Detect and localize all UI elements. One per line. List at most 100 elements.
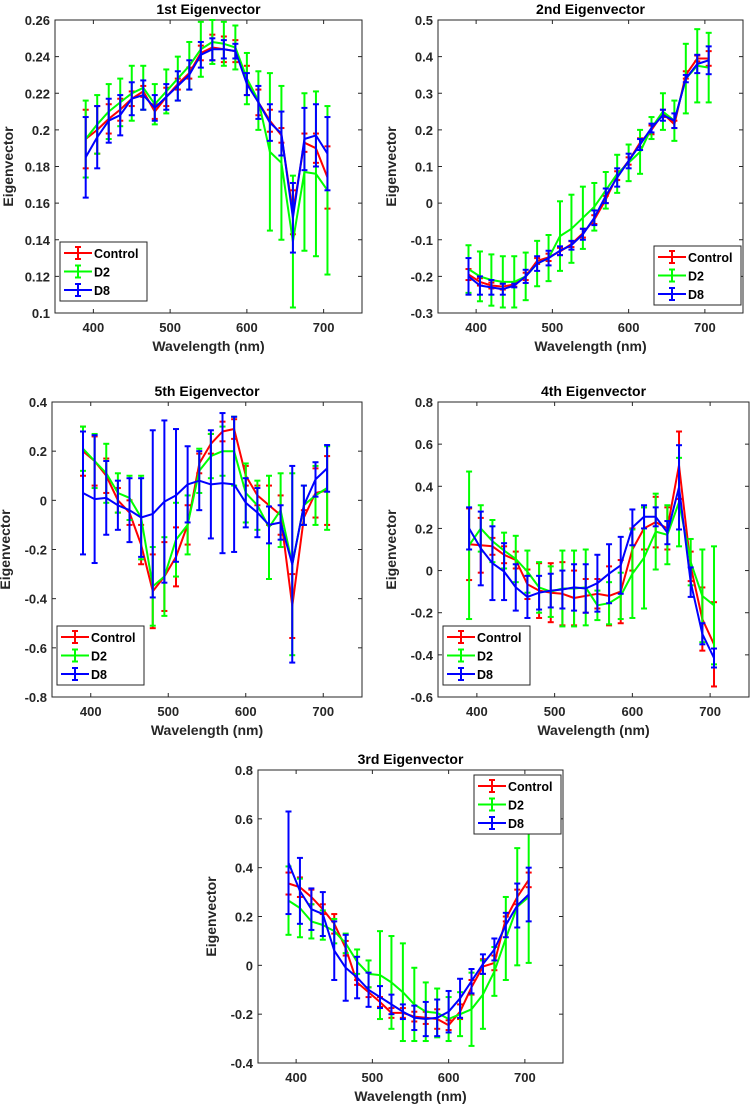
y-tick-label: -0.2	[411, 269, 433, 284]
chart-title: 1st Eigenvector	[156, 1, 261, 17]
y-tick-label: 0.1	[32, 306, 50, 321]
series-line	[82, 428, 328, 607]
y-tick-label: 0.4	[29, 395, 48, 410]
series-d8	[82, 37, 331, 254]
y-tick-label: 0.4	[415, 50, 434, 65]
x-tick-label: 600	[438, 1070, 460, 1085]
legend-entry-d8: D8	[61, 667, 107, 682]
x-tick-label: 500	[159, 320, 181, 335]
legend: Control D2 D8	[442, 625, 531, 686]
series-d8	[80, 412, 331, 664]
legend-label: D2	[94, 266, 110, 280]
y-tick-label: 0.4	[415, 479, 434, 494]
x-tick-label: 400	[466, 704, 488, 719]
chart-title: 4th Eigenvector	[541, 383, 647, 399]
x-axis-label: Wavelength (nm)	[152, 338, 264, 354]
y-tick-label: -0.8	[25, 690, 47, 705]
legend: Control D2 D8	[473, 774, 562, 835]
y-tick-label: 0	[426, 196, 433, 211]
y-tick-label: -0.3	[411, 306, 433, 321]
series-line	[467, 64, 709, 283]
x-tick-label: 400	[465, 320, 487, 335]
x-axis-label: Wavelength (nm)	[354, 1088, 466, 1104]
y-tick-label: 0.8	[235, 763, 253, 778]
y-axis-label: Eigenvector	[0, 509, 13, 590]
y-tick-label: 0.26	[25, 13, 50, 28]
subplot-2: 400 500 600 700 -0.3 -0.2 -0.1 0 0.1 0.2 0.3 0.4 0.5…	[383, 1, 744, 354]
subplot-5: 400 500 600 700 -0.4 -0.2 0 0.2 0.4 0.6 0.8 3rd Eig…	[203, 751, 564, 1104]
y-tick-label: 0.8	[415, 395, 433, 410]
legend-entry-d8: D8	[478, 816, 524, 831]
legend-entry-d8: D8	[658, 287, 704, 302]
series-line	[287, 896, 530, 1020]
legend-label: Control	[477, 631, 521, 645]
x-axis-label: Wavelength (nm)	[537, 722, 649, 738]
legend-entry-control: Control	[478, 779, 552, 794]
y-tick-label: -0.6	[411, 690, 433, 705]
x-tick-label: 700	[313, 320, 335, 335]
legend-entry-control: Control	[658, 250, 732, 265]
subplot-1: 400 500 600 700 0.1 0.12 0.14 0.16 0.18 0.2 0.22 0.…	[0, 1, 363, 354]
x-axis-label: Wavelength (nm)	[151, 722, 263, 738]
y-tick-label: 0.3	[415, 86, 433, 101]
y-tick-label: -0.2	[411, 606, 433, 621]
legend-entry-d2: D2	[447, 648, 493, 664]
y-tick-label: 0.6	[235, 812, 253, 827]
series-d8	[465, 45, 712, 296]
legend-label: D2	[688, 270, 704, 284]
y-tick-label: 0.22	[25, 86, 50, 101]
legend-entry-d2: D2	[658, 268, 704, 284]
x-tick-label: 600	[618, 320, 640, 335]
subplot-3: 400 500 600 700 -0.8 -0.6 -0.4 -0.2 0 0.2 0.4 5th E…	[0, 383, 363, 738]
y-axis-label: Eigenvector	[383, 509, 399, 590]
series-line	[84, 48, 329, 219]
y-tick-label: 0.2	[415, 123, 433, 138]
legend-label: D2	[477, 650, 493, 664]
y-tick-label: 0	[246, 958, 253, 973]
x-tick-label: 600	[235, 704, 257, 719]
legend-entry-d8: D8	[64, 283, 110, 298]
series-line	[468, 486, 715, 659]
legend-label: D8	[477, 668, 493, 682]
y-tick-label: 0.24	[25, 50, 51, 65]
y-tick-label: -0.6	[25, 641, 47, 656]
legend-label: D8	[91, 668, 107, 682]
x-tick-label: 500	[362, 1070, 384, 1085]
y-tick-label: 0.2	[415, 521, 433, 536]
legend-label: D2	[91, 650, 107, 664]
legend-entry-control: Control	[61, 630, 135, 645]
y-tick-label: -0.1	[411, 233, 433, 248]
y-tick-label: 0.5	[415, 13, 433, 28]
y-tick-label: 0.2	[32, 123, 50, 138]
y-tick-label: 0.2	[29, 444, 47, 459]
legend-entry-d2: D2	[478, 797, 524, 813]
legend: Control D2 D8	[653, 245, 742, 306]
x-tick-label: 700	[694, 320, 716, 335]
legend-entry-control: Control	[447, 630, 521, 645]
legend-label: Control	[91, 631, 135, 645]
series-d8	[285, 810, 532, 1038]
x-tick-label: 600	[236, 320, 258, 335]
y-tick-label: 0.1	[415, 160, 433, 175]
series-line	[467, 59, 710, 291]
y-tick-label: -0.4	[411, 648, 434, 663]
legend-entry-d8: D8	[447, 667, 493, 682]
legend-label: Control	[508, 780, 552, 794]
legend-label: Control	[688, 251, 732, 265]
legend-label: Control	[94, 247, 138, 261]
series-line	[84, 41, 329, 243]
x-tick-label: 400	[80, 704, 102, 719]
series-line	[82, 467, 328, 566]
y-axis-label: Eigenvector	[203, 876, 219, 957]
x-tick-label: 400	[83, 320, 105, 335]
x-tick-label: 700	[312, 704, 334, 719]
x-tick-label: 500	[544, 704, 566, 719]
y-axis-label: Eigenvector	[0, 126, 16, 207]
chart-title: 2nd Eigenvector	[536, 1, 645, 17]
y-tick-label: 0.6	[415, 437, 433, 452]
x-axis-label: Wavelength (nm)	[534, 338, 646, 354]
x-tick-label: 700	[514, 1070, 536, 1085]
legend-label: D8	[94, 284, 110, 298]
legend-entry-d2: D2	[61, 648, 107, 664]
